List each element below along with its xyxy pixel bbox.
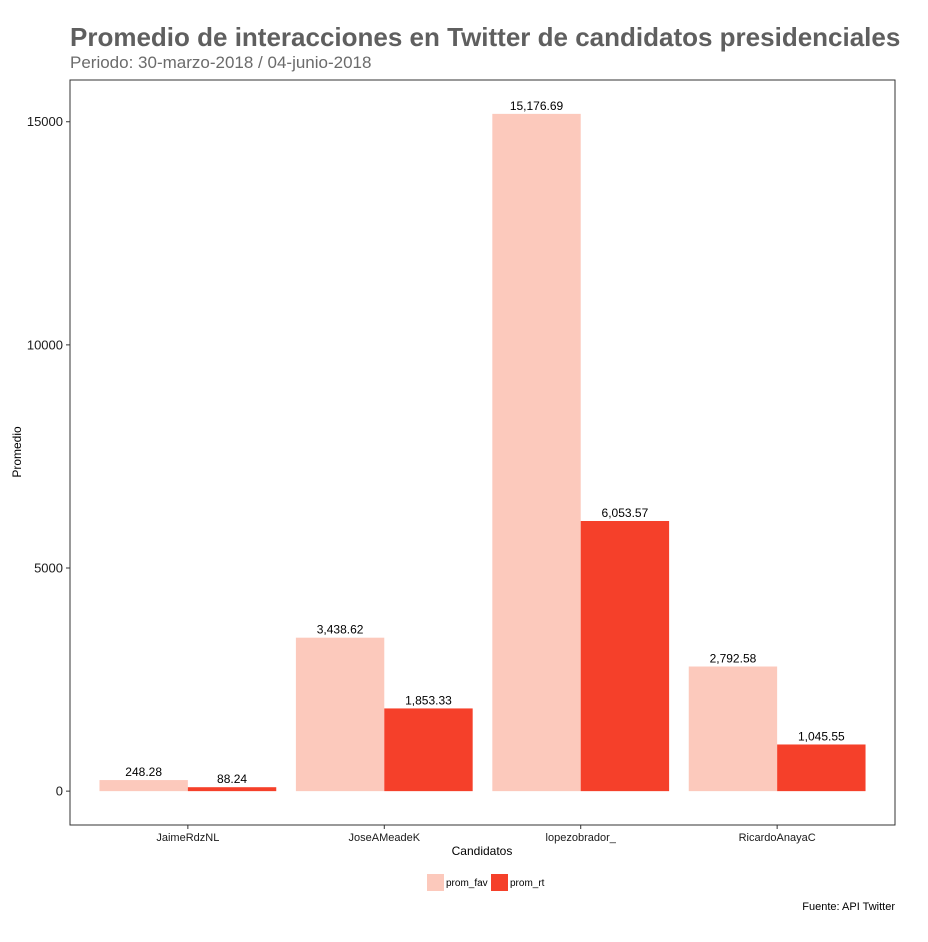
y-tick-label: 15000 xyxy=(27,114,63,129)
bar-prom_rt-3 xyxy=(580,520,670,792)
bar-prom_fav-4 xyxy=(688,666,778,792)
legend: prom_fav prom_rt xyxy=(427,874,545,891)
y-axis-title: Promedio xyxy=(10,426,24,478)
x-tick-label: JaimeRdzNL xyxy=(156,832,219,844)
data-label-prom_fav-4: 2,792.58 xyxy=(710,652,757,666)
chart-caption: Fuente: API Twitter xyxy=(802,901,895,913)
bar-prom_rt-2 xyxy=(384,708,473,792)
data-label-prom_fav-2: 3,438.62 xyxy=(317,623,364,637)
data-label-prom_fav-3: 15,176.69 xyxy=(510,99,564,113)
y-tick-label: 10000 xyxy=(27,337,63,352)
chart-title: Promedio de interacciones en Twitter de … xyxy=(70,22,901,52)
bar-prom_fav-1 xyxy=(99,780,188,792)
bar-prom_fav-3 xyxy=(492,113,581,792)
bar-prom_fav-2 xyxy=(295,637,385,792)
bars-layer: 248.28 88.24 3,438.62 1,853.33 15,176.69 6,05… xyxy=(99,99,866,792)
x-axis: JaimeRdzNL JoseAMeadeK lopezobrador_ Ricard… xyxy=(156,825,816,844)
y-tick-label: 0 xyxy=(56,784,63,799)
legend-label-prom_fav: prom_fav xyxy=(446,878,488,889)
y-axis: 0 5000 10000 15000 xyxy=(27,114,70,799)
data-label-prom_rt-4: 1,045.55 xyxy=(798,729,845,743)
x-tick-label: lopezobrador_ xyxy=(546,832,617,844)
plot-panel-border xyxy=(69,79,896,826)
bar-prom_rt-1 xyxy=(187,787,277,792)
x-axis-title: Candidatos xyxy=(452,844,513,858)
data-label-prom_rt-3: 6,053.57 xyxy=(602,506,649,520)
x-tick-label: RicardoAnayaC xyxy=(739,832,816,844)
data-label-prom_fav-1: 248.28 xyxy=(125,765,162,779)
legend-key-prom_rt xyxy=(491,874,508,891)
legend-key-prom_fav xyxy=(427,874,444,891)
x-tick-label: JoseAMeadeK xyxy=(349,832,421,844)
legend-label-prom_rt: prom_rt xyxy=(510,878,545,889)
y-tick-label: 5000 xyxy=(34,561,63,576)
data-label-prom_rt-1: 88.24 xyxy=(217,772,247,786)
data-label-prom_rt-2: 1,853.33 xyxy=(405,693,452,707)
chart-subtitle: Periodo: 30-marzo-2018 / 04-junio-2018 xyxy=(70,53,372,72)
bar-prom_rt-4 xyxy=(777,744,866,792)
